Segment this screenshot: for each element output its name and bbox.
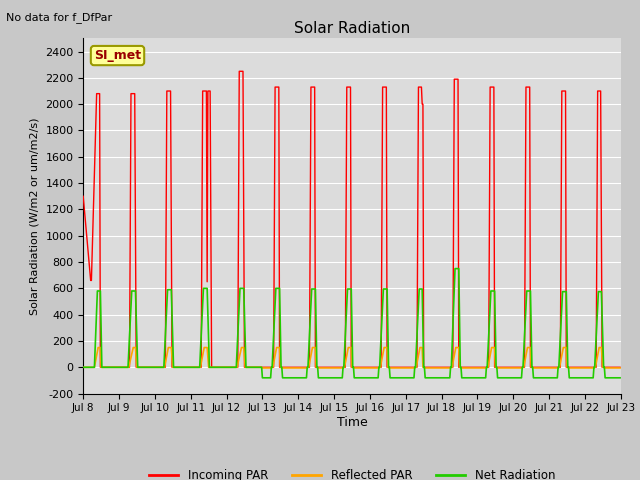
- Text: No data for f_DfPar: No data for f_DfPar: [6, 12, 113, 23]
- X-axis label: Time: Time: [337, 416, 367, 429]
- Legend: Incoming PAR, Reflected PAR, Net Radiation: Incoming PAR, Reflected PAR, Net Radiati…: [144, 465, 560, 480]
- Y-axis label: Solar Radiation (W/m2 or um/m2/s): Solar Radiation (W/m2 or um/m2/s): [29, 117, 40, 315]
- Text: SI_met: SI_met: [94, 49, 141, 62]
- Title: Solar Radiation: Solar Radiation: [294, 21, 410, 36]
